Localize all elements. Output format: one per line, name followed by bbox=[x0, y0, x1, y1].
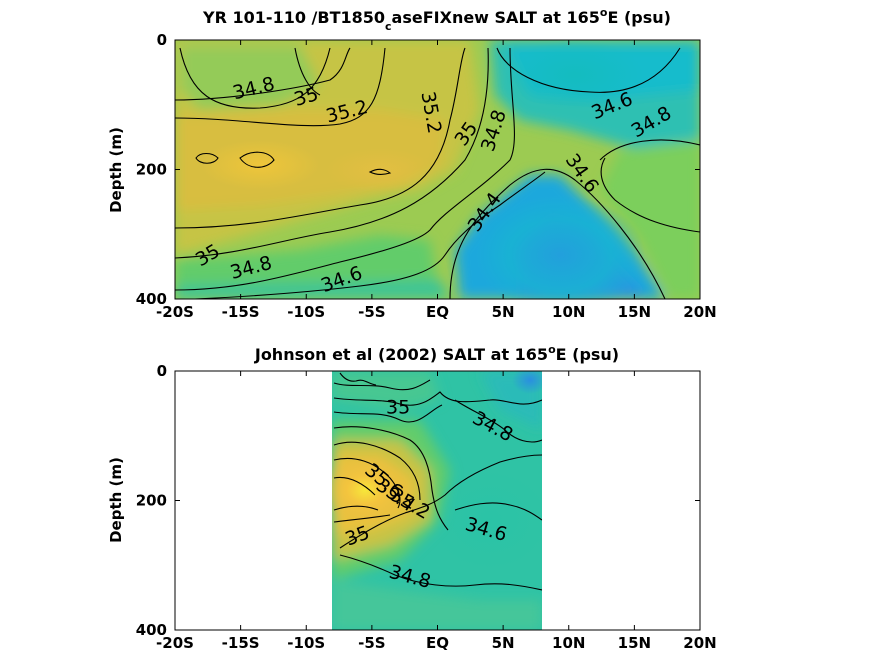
top-contour-lines bbox=[175, 47, 700, 299]
y-tick-label: 0 bbox=[157, 362, 167, 380]
y-tick-label: 200 bbox=[136, 161, 167, 179]
bottom-panel-field bbox=[332, 371, 542, 630]
top-x-axis: -20S -15S -10S -5S EQ 5N 10N 15N 20N bbox=[156, 40, 717, 321]
x-tick-label: -20S bbox=[156, 303, 194, 321]
y-tick-label: 200 bbox=[136, 492, 167, 510]
bottom-panel: Johnson et al (2002) SALT at 165oE (psu) bbox=[107, 343, 717, 652]
x-tick-label: EQ bbox=[426, 303, 449, 321]
x-tick-label: 20N bbox=[683, 634, 716, 652]
contour-label: 35 bbox=[386, 396, 410, 418]
x-tick-label: -5S bbox=[358, 303, 385, 321]
x-tick-label: 5N bbox=[492, 303, 515, 321]
y-tick-label: 400 bbox=[136, 290, 167, 308]
y-tick-label: 400 bbox=[136, 621, 167, 639]
top-panel: YR 101-110 /BT1850caseFIXnew SALT at 165… bbox=[107, 6, 717, 321]
bottom-x-axis: -20S -15S -10S -5S EQ 5N 10N 15N 20N bbox=[156, 371, 717, 652]
x-tick-label: 15N bbox=[618, 303, 651, 321]
top-panel-title: YR 101-110 /BT1850caseFIXnew SALT at 165… bbox=[202, 6, 671, 33]
top-panel-field bbox=[175, 40, 700, 299]
bottom-panel-title: Johnson et al (2002) SALT at 165oE (psu) bbox=[254, 343, 619, 364]
x-tick-label: 10N bbox=[552, 303, 585, 321]
top-y-axis-label: Depth (m) bbox=[107, 127, 125, 213]
x-tick-label: 10N bbox=[552, 634, 585, 652]
x-tick-label: -10S bbox=[287, 303, 325, 321]
bottom-y-axis-label: Depth (m) bbox=[107, 457, 125, 543]
top-y-axis: 0 200 400 bbox=[136, 31, 700, 308]
x-tick-label: 20N bbox=[683, 303, 716, 321]
x-tick-label: 5N bbox=[492, 634, 515, 652]
x-tick-label: -10S bbox=[287, 634, 325, 652]
bottom-y-axis: 0 200 400 bbox=[136, 362, 700, 639]
bottom-contour-lines bbox=[333, 372, 542, 591]
x-tick-label: -5S bbox=[358, 634, 385, 652]
x-tick-label: 15N bbox=[618, 634, 651, 652]
x-tick-label: -20S bbox=[156, 634, 194, 652]
x-tick-label: -15S bbox=[222, 634, 260, 652]
y-tick-label: 0 bbox=[157, 31, 167, 49]
x-tick-label: -15S bbox=[222, 303, 260, 321]
x-tick-label: EQ bbox=[426, 634, 449, 652]
